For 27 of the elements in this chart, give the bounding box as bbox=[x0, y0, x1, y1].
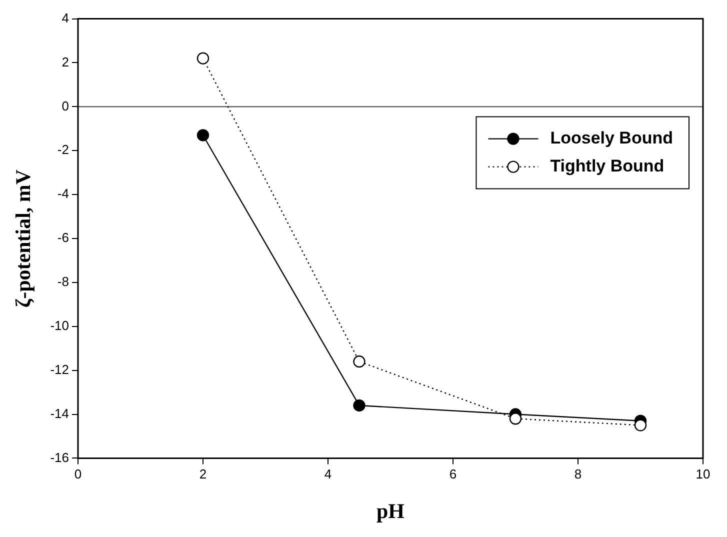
y-tick-label: -10 bbox=[50, 318, 69, 333]
y-tick-label: -16 bbox=[50, 450, 69, 465]
y-axis-title: ζ-potential, mV bbox=[11, 169, 36, 308]
point bbox=[634, 419, 647, 432]
y-tick-label: -6 bbox=[57, 230, 69, 246]
x-tick-label: 8 bbox=[574, 466, 582, 482]
y-tick-label: -8 bbox=[57, 274, 69, 290]
legend-label: Loosely Bound bbox=[550, 128, 674, 148]
y-tick-label: 2 bbox=[62, 54, 69, 70]
x-tick-label: 6 bbox=[449, 466, 457, 482]
x-tick-label: 2 bbox=[199, 466, 207, 482]
point bbox=[196, 52, 210, 64]
y-tick-label: -4 bbox=[57, 186, 69, 202]
y-tick-label: -12 bbox=[50, 362, 69, 377]
y-tick-label: 4 bbox=[62, 10, 69, 26]
point bbox=[353, 399, 366, 412]
x-tick-label: 0 bbox=[74, 466, 82, 482]
point bbox=[509, 412, 522, 425]
y-tick-label: -14 bbox=[50, 406, 69, 421]
x-tick-label: 10 bbox=[696, 466, 710, 482]
x-axis-title: pH bbox=[376, 498, 404, 523]
legend-label: Tightly Bound bbox=[550, 156, 664, 176]
y-tick-label: -2 bbox=[57, 142, 69, 158]
x-tick-label: 4 bbox=[324, 466, 332, 482]
y-tick-label: 0 bbox=[62, 98, 69, 114]
point bbox=[196, 129, 210, 142]
point bbox=[353, 355, 366, 368]
